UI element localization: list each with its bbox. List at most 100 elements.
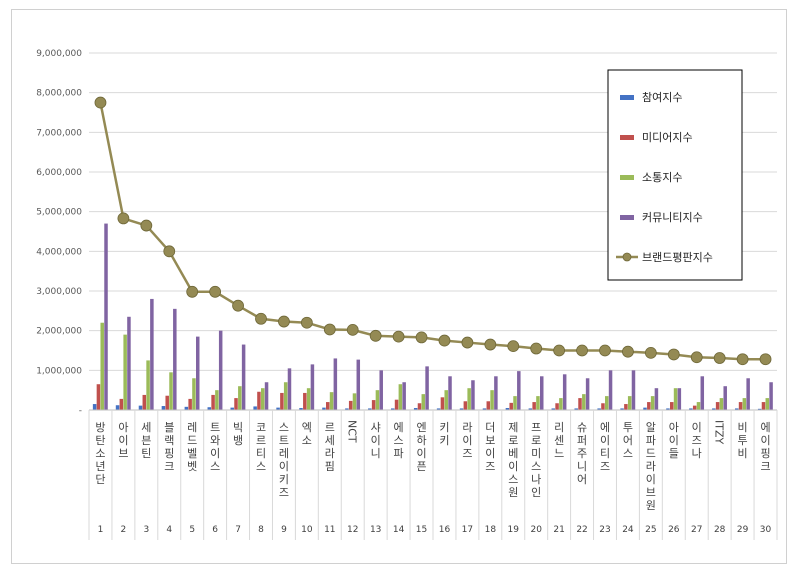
bar-참여지수-29 — [735, 408, 739, 410]
bar-소통지수-4 — [169, 372, 173, 410]
bar-미디어지수-2 — [119, 398, 124, 410]
bar-참여지수-18 — [482, 408, 487, 410]
bar-참여지수-1 — [92, 404, 97, 410]
bar-참여지수-22 — [574, 408, 578, 410]
bar-소통지수-23 — [605, 396, 609, 410]
line-point-21 — [553, 344, 566, 357]
bar-참여지수-3 — [138, 405, 143, 410]
bar-커뮤니티지수-21 — [562, 374, 567, 410]
bar-소통지수-11 — [329, 392, 334, 410]
bar-참여지수-16 — [436, 408, 441, 410]
bar-소통지수-28 — [719, 398, 724, 410]
bar-참여지수-2 — [115, 405, 120, 410]
rank-label: 17 — [462, 525, 473, 535]
bar-소통지수-14 — [398, 384, 403, 410]
line-point-24 — [622, 345, 634, 358]
bar-커뮤니티지수-16 — [448, 376, 452, 410]
line-point-14 — [392, 330, 405, 343]
y-tick-label: 3,000,000 — [36, 287, 82, 297]
rank-label: 24 — [622, 525, 634, 535]
bar-참여지수-7 — [230, 407, 234, 410]
bar-참여지수-13 — [368, 408, 372, 410]
legend-entry: 참여지수 — [642, 91, 682, 104]
y-tick-label: 6,000,000 — [36, 168, 82, 178]
bar-커뮤니티지수-30 — [769, 382, 773, 410]
bar-커뮤니티지수-19 — [517, 371, 521, 410]
bar-미디어지수-22 — [578, 398, 582, 410]
legend-swatch — [620, 95, 634, 100]
bar-커뮤니티지수-23 — [608, 370, 613, 410]
bars — [92, 223, 773, 410]
line-point-29 — [736, 353, 749, 366]
bar-커뮤니티지수-26 — [677, 388, 682, 410]
rank-label: 26 — [668, 525, 680, 535]
rank-label: 2 — [121, 525, 127, 535]
rank-label: 3 — [143, 525, 149, 535]
bar-참여지수-30 — [757, 408, 762, 410]
bar-미디어지수-25 — [647, 402, 651, 410]
line-point-7 — [232, 299, 244, 312]
y-tick-label: 1,000,000 — [36, 366, 82, 376]
line-point-13 — [369, 329, 382, 342]
bar-소통지수-5 — [192, 378, 196, 410]
bar-소통지수-8 — [261, 388, 265, 410]
bar-소통지수-10 — [306, 388, 311, 410]
bar-소통지수-17 — [467, 388, 471, 410]
y-axis: - 1,000,000 2,000,000 3,000,000 4,000,000 5,0… — [36, 49, 82, 416]
bar-미디어지수-27 — [692, 405, 697, 410]
bar-소통지수-16 — [444, 390, 448, 410]
bar-미디어지수-17 — [463, 401, 468, 410]
bar-미디어지수-19 — [509, 402, 513, 410]
bar-커뮤니티지수-24 — [631, 370, 636, 410]
bar-커뮤니티지수-27 — [700, 376, 705, 410]
bar-커뮤니티지수-20 — [540, 376, 544, 410]
bar-미디어지수-5 — [188, 398, 192, 410]
bar-미디어지수-12 — [348, 400, 353, 410]
bar-커뮤니티지수-28 — [723, 386, 727, 410]
bar-소통지수-20 — [536, 396, 540, 410]
bar-미디어지수-24 — [624, 404, 628, 410]
bar-커뮤니티지수-13 — [379, 370, 383, 410]
category-label: NCT — [346, 420, 359, 443]
bar-미디어지수-29 — [738, 402, 743, 410]
rank-label: 4 — [166, 525, 172, 535]
bar-참여지수-4 — [161, 406, 166, 410]
legend-entry: 커뮤니티지수 — [642, 211, 703, 224]
line-point-20 — [530, 342, 543, 355]
y-tick-label: - — [79, 406, 82, 416]
bar-커뮤니티지수-4 — [173, 308, 177, 410]
bar-참여지수-8 — [253, 406, 257, 410]
x-axis: 방 탄 소 년 단 1 아 이 브 2 세 븐 틴 3 블 랙 핑 크 4 레 드 벨 벳 5 트 와 이 스 6 빅 뱅 7 코 르 티 스 8 스 트 레… — [88, 409, 778, 540]
bar-미디어지수-26 — [670, 402, 674, 410]
bar-참여지수-25 — [643, 407, 647, 410]
rank-label: 12 — [347, 525, 358, 535]
bar-소통지수-21 — [559, 398, 563, 410]
bar-소통지수-13 — [375, 390, 380, 410]
rank-label: 18 — [485, 525, 497, 535]
bar-소통지수-27 — [696, 402, 701, 410]
y-tick-label: 4,000,000 — [36, 247, 82, 257]
rank-label: 25 — [645, 525, 656, 535]
bar-참여지수-5 — [184, 406, 189, 410]
bar-참여지수-20 — [528, 408, 533, 410]
bar-커뮤니티지수-18 — [494, 376, 498, 410]
rank-label: 9 — [281, 525, 287, 535]
line-point-17 — [461, 336, 474, 349]
bar-참여지수-15 — [413, 408, 418, 410]
chart-frame: - 1,000,000 2,000,000 3,000,000 4,000,000 5,0… — [11, 9, 787, 564]
